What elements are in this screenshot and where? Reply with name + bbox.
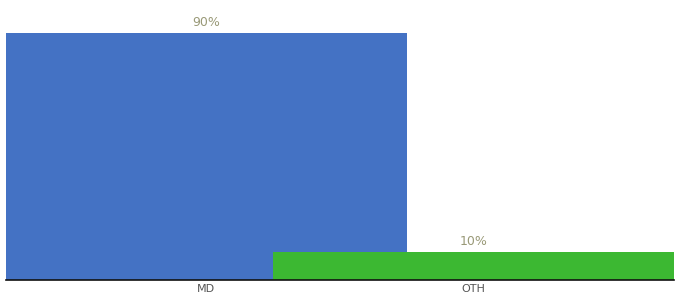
Bar	[273, 252, 675, 280]
Text: 10%: 10%	[460, 235, 488, 248]
Bar	[5, 33, 407, 280]
Text: 90%: 90%	[192, 16, 220, 29]
